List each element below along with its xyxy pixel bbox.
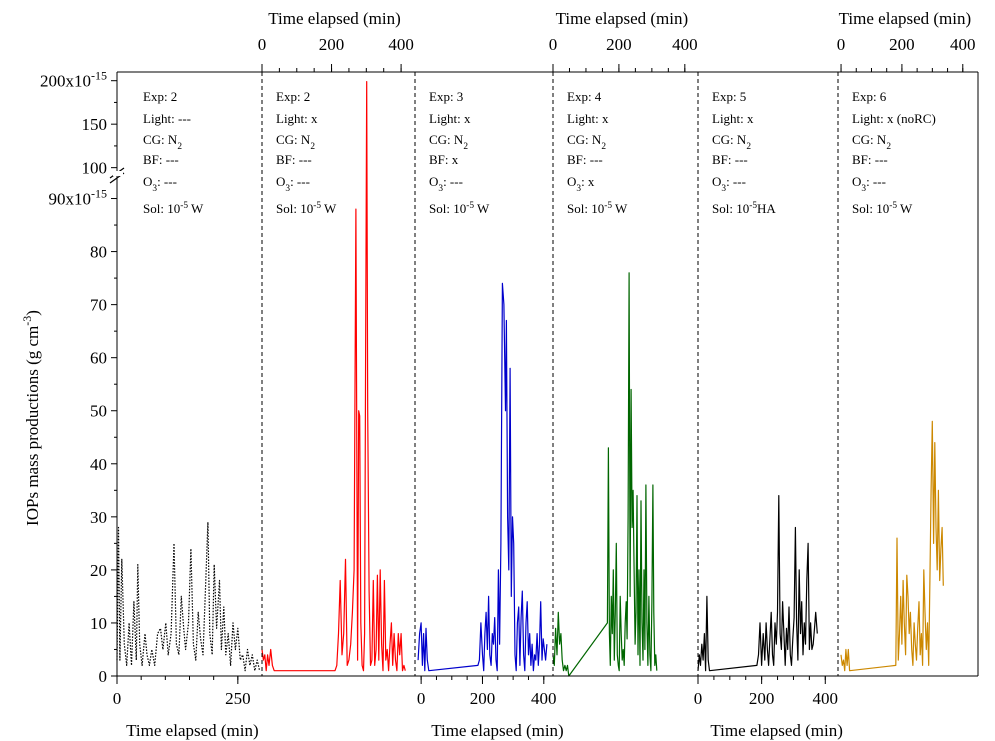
plot-layer [116,80,944,677]
annotation-exp3: Sol: 10-5 W [429,201,490,216]
annotation-exp4: BF: --- [567,152,603,167]
x-axis-title-exp3: Time elapsed (min) [431,721,564,740]
x-axis-title-exp2-light: Time elapsed (min) [268,9,401,28]
x-tick-label-exp4: 400 [672,35,698,54]
x-axis-title-exp6: Time elapsed (min) [839,9,972,28]
annotation-exp2-light: Light: x [276,111,318,126]
annotation-exp4: Light: x [567,111,609,126]
annotation-exp3: BF: x [429,152,459,167]
annotation-exp2-light: Sol: 10-5 W [276,201,337,216]
y-tick-label: 100 [82,159,108,178]
series-line-exp2-dark [116,521,261,672]
annotation-exp3: O3: --- [429,174,463,194]
x-axis-title-exp5: Time elapsed (min) [710,721,843,740]
annotation-exp5: Light: x [712,111,754,126]
annotation-exp2-dark: Exp: 2 [143,89,177,104]
annotation-exp5: CG: N2 [712,132,751,152]
annotation-exp6: O3: --- [852,174,886,194]
series-line-exp4 [552,272,658,677]
annotation-exp3: Exp: 3 [429,89,463,104]
annotation-exp3: CG: N2 [429,132,468,152]
x-tick-label-exp2-dark: 0 [113,689,122,708]
text-layer: 0 10 20 30 40 50 60 70 80 90x10-15 100 150 200x10-15… [20,9,976,740]
annotation-exp6: Exp: 6 [852,89,887,104]
x-tick-label-exp3: 400 [531,689,557,708]
y-tick-label: 200x10-15 [40,69,107,91]
annotation-exp6: Sol: 10-5 W [852,201,913,216]
y-tick-label: 70 [90,296,107,315]
y-axis-label: IOPs mass productions (g cm-3) [20,310,42,526]
x-tick-label-exp5: 0 [694,689,703,708]
axis-break-gap [113,171,123,176]
annotation-exp3: Light: x [429,111,471,126]
annotation-exp2-dark: O3: --- [143,174,177,194]
series-line-exp5 [697,495,818,672]
annotation-exp2-dark: Sol: 10-5 W [143,201,204,216]
annotation-exp2-light: BF: --- [276,152,312,167]
x-tick-label-exp4: 0 [549,35,558,54]
series-line-exp6 [840,420,944,672]
y-tick-label: 90x10-15 [49,187,108,209]
annotation-exp6: BF: --- [852,152,888,167]
x-tick-label-exp6: 400 [950,35,976,54]
y-tick-label: 40 [90,455,107,474]
y-tick-label: 80 [90,243,107,262]
x-tick-label-exp4: 200 [606,35,632,54]
x-tick-label-exp5: 400 [813,689,839,708]
x-tick-label-exp2-light: 200 [319,35,345,54]
series-line-exp2-light [261,80,406,672]
y-tick-label: 10 [90,614,107,633]
x-tick-label-exp2-light: 0 [258,35,267,54]
x-tick-label-exp2-light: 400 [388,35,414,54]
x-axis-title-exp4: Time elapsed (min) [556,9,689,28]
annotation-exp2-light: Exp: 2 [276,89,310,104]
annotation-exp2-dark: CG: N2 [143,132,182,152]
annotation-exp2-light: O3: --- [276,174,310,194]
y-tick-label: 0 [99,667,108,686]
y-tick-label: 50 [90,402,107,421]
x-tick-label-exp6: 200 [889,35,915,54]
annotation-exp4: O3: x [567,174,595,194]
annotation-exp4: CG: N2 [567,132,606,152]
x-tick-label-exp3: 0 [417,689,426,708]
annotation-exp6: CG: N2 [852,132,891,152]
x-axis-title-exp2-dark: Time elapsed (min) [126,721,259,740]
annotation-exp6: Light: x (noRC) [852,111,936,126]
annotation-exp2-light: CG: N2 [276,132,315,152]
axis-layer [109,64,979,684]
annotation-exp5: BF: --- [712,152,748,167]
annotation-exp5: Exp: 5 [712,89,746,104]
y-tick-label: 60 [90,349,107,368]
annotation-exp2-dark: Light: --- [143,111,191,126]
x-tick-label-exp2-dark: 250 [225,689,251,708]
annotation-exp5: O3: --- [712,174,746,194]
annotation-exp4: Exp: 4 [567,89,602,104]
annotation-exp5: Sol: 10-5HA [712,201,776,216]
x-tick-label-exp5: 200 [749,689,775,708]
y-tick-label: 30 [90,508,107,527]
x-tick-label-exp3: 200 [470,689,496,708]
y-tick-label: 20 [90,561,107,580]
annotation-exp4: Sol: 10-5 W [567,201,628,216]
annotation-exp2-dark: BF: --- [143,152,179,167]
series-line-exp3 [417,282,548,672]
y-tick-label: 150 [82,115,108,134]
x-tick-label-exp6: 0 [837,35,846,54]
